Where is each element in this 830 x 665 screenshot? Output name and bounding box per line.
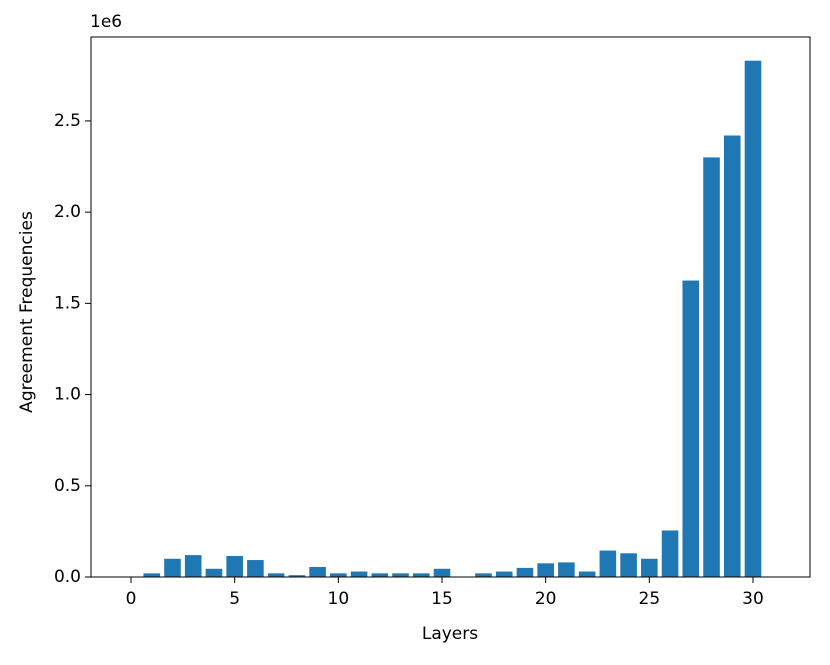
x-tick-label: 25 [639,589,661,609]
bar [412,573,430,577]
bar [433,568,451,577]
bar [661,530,679,577]
bar [164,558,181,577]
bar [516,567,534,577]
bar [350,571,368,577]
x-tick-label: 20 [535,589,557,609]
y-tick-label: 1.0 [54,385,81,405]
bar [744,60,762,578]
bar [371,573,389,577]
bar [288,575,306,577]
bar [226,556,243,577]
bar [184,555,202,577]
bar [682,280,700,577]
x-tick-label: 0 [126,589,137,609]
bar [309,566,326,577]
bar [205,568,223,577]
y-tick-label: 2.0 [54,202,81,222]
y-tick-label: 2.5 [54,111,81,131]
bar [537,563,554,577]
bar [495,571,513,577]
bar [641,558,658,577]
bar [267,573,285,577]
bar [558,562,575,577]
bar [620,553,637,577]
bar [703,157,720,578]
plot-frame [90,36,811,578]
x-tick-label: 30 [742,589,764,609]
bar [392,573,409,577]
y-tick-label: 0.0 [54,567,81,587]
x-axis-label: Layers [422,624,478,644]
bar [247,560,264,577]
y-tick-label: 0.5 [54,476,81,496]
x-tick-label: 5 [229,589,240,609]
x-tick-label: 15 [431,589,453,609]
bar [578,571,596,577]
bar [330,573,347,577]
y-tick-label: 1.5 [54,293,81,313]
bar [475,573,492,577]
bar [723,135,741,577]
bar [143,573,161,577]
x-tick-label: 10 [328,589,350,609]
offset-text: 1e6 [90,12,122,32]
bar [599,550,617,577]
y-axis-label: Agreement Frequencies [17,211,37,413]
